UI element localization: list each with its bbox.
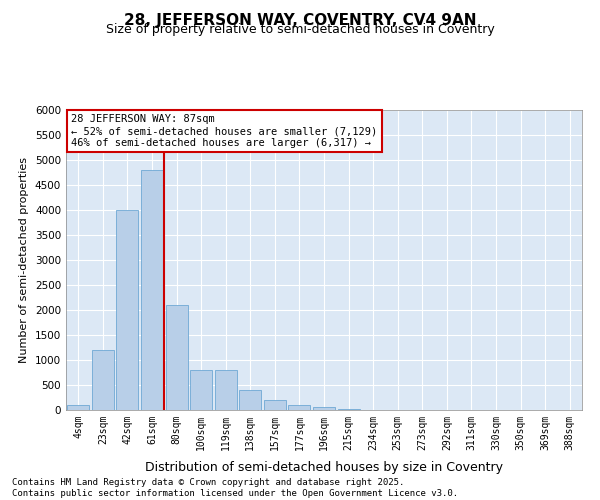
Bar [92, 350, 114, 410]
Bar [338, 408, 359, 410]
Bar [190, 370, 212, 410]
Bar [289, 405, 310, 410]
Bar [264, 400, 286, 410]
Text: Size of property relative to semi-detached houses in Coventry: Size of property relative to semi-detach… [106, 22, 494, 36]
Text: 28 JEFFERSON WAY: 87sqm
← 52% of semi-detached houses are smaller (7,129)
46% of: 28 JEFFERSON WAY: 87sqm ← 52% of semi-de… [71, 114, 377, 148]
Bar [116, 210, 139, 410]
Y-axis label: Number of semi-detached properties: Number of semi-detached properties [19, 157, 29, 363]
Bar [141, 170, 163, 410]
Bar [166, 305, 188, 410]
Bar [67, 405, 89, 410]
Bar [215, 370, 237, 410]
Bar [239, 390, 262, 410]
Text: Contains HM Land Registry data © Crown copyright and database right 2025.
Contai: Contains HM Land Registry data © Crown c… [12, 478, 458, 498]
Bar [313, 407, 335, 410]
X-axis label: Distribution of semi-detached houses by size in Coventry: Distribution of semi-detached houses by … [145, 461, 503, 474]
Text: 28, JEFFERSON WAY, COVENTRY, CV4 9AN: 28, JEFFERSON WAY, COVENTRY, CV4 9AN [124, 12, 476, 28]
